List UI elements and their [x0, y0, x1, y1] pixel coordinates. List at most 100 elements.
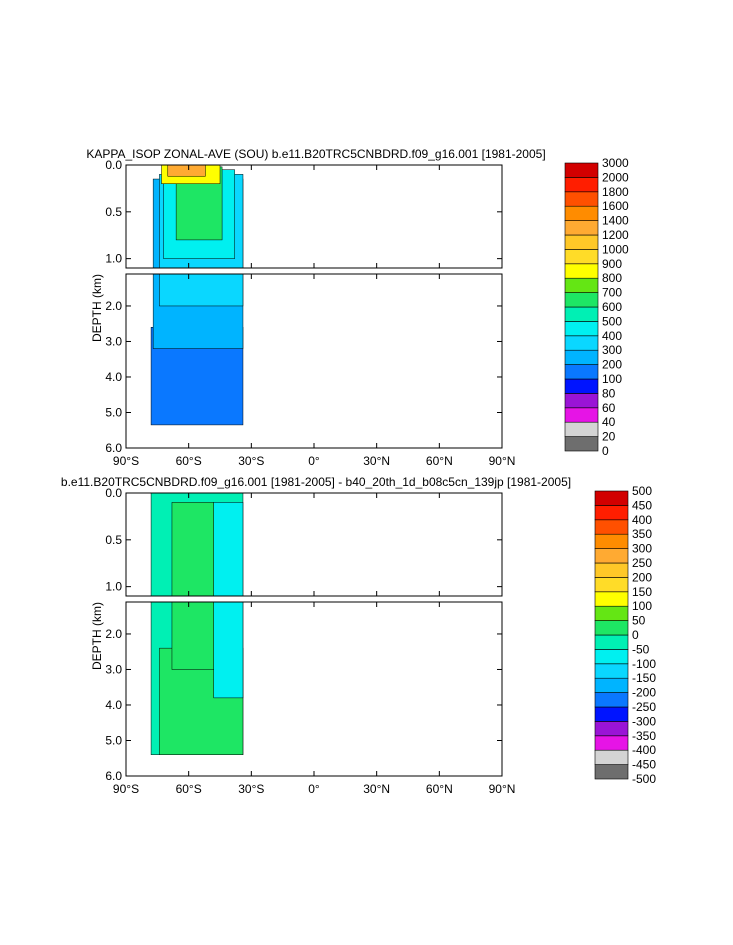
y-tick-label: 0.0: [105, 158, 122, 172]
colorbar-label: 100: [632, 599, 652, 613]
y-tick-label: 5.0: [105, 733, 122, 747]
y-tick-label: 3.0: [105, 334, 122, 348]
chart-title: KAPPA_ISOP ZONAL-AVE (SOU) b.e11.B20TRC5…: [86, 147, 545, 161]
colorbar-swatch: [564, 220, 599, 236]
colorbar-label: 1000: [602, 242, 629, 256]
colorbar-swatch: [594, 677, 629, 693]
colorbar-swatch: [564, 177, 599, 193]
colorbar-swatch: [564, 349, 599, 365]
y-tick-label: 2.0: [105, 299, 122, 313]
y-tick-label: 2.0: [105, 627, 122, 641]
colorbar-swatch: [564, 393, 599, 409]
colorbar-label: -50: [632, 642, 650, 656]
colorbar-swatch: [564, 364, 599, 380]
colorbar-swatch: [564, 407, 599, 423]
x-tick-label: 30°S: [238, 454, 264, 468]
colorbar-label: 0: [602, 444, 609, 458]
contour-region-400: [159, 274, 244, 307]
contour-region--50: [213, 602, 244, 699]
colorbar-label: -500: [632, 772, 656, 786]
y-tick-label: 6.0: [105, 769, 122, 783]
y-tick-label: 4.0: [105, 698, 122, 712]
colorbar-swatch: [594, 548, 629, 564]
colorbar-swatch: [594, 764, 629, 780]
colorbar-swatch: [564, 277, 599, 293]
colorbar-label: 400: [632, 513, 652, 527]
colorbar-label: -150: [632, 671, 656, 685]
colorbar-swatch: [594, 649, 629, 665]
colorbar-label: 200: [602, 358, 622, 372]
y-tick-label: 1.0: [105, 252, 122, 266]
x-tick-label: 60°N: [426, 782, 453, 796]
colorbar-swatch: [594, 562, 629, 578]
colorbar-swatch: [594, 605, 629, 621]
x-tick-label: 60°S: [176, 454, 202, 468]
chart-title: b.e11.B20TRC5CNBDRD.f09_g16.001 [1981-20…: [61, 475, 571, 489]
colorbar-label: 300: [602, 343, 622, 357]
colorbar-swatch: [594, 749, 629, 765]
colorbar-label: 450: [632, 498, 652, 512]
colorbar-swatch: [594, 692, 629, 708]
colorbar-label: 700: [602, 286, 622, 300]
colorbar-label: -200: [632, 686, 656, 700]
x-tick-label: 90°N: [489, 454, 516, 468]
colorbar-label: 350: [632, 527, 652, 541]
colorbar-swatch: [564, 378, 599, 394]
y-axis-label: DEPTH (km): [90, 602, 104, 670]
colorbar-swatch: [564, 421, 599, 437]
y-tick-label: 6.0: [105, 441, 122, 455]
y-tick-label: 0.5: [105, 533, 122, 547]
x-tick-label: 90°N: [489, 782, 516, 796]
colorbar-label: 200: [632, 570, 652, 584]
colorbar-swatch: [594, 490, 629, 506]
y-tick-label: 0.5: [105, 205, 122, 219]
colorbar-label: 800: [602, 271, 622, 285]
colorbar-swatch: [564, 249, 599, 265]
colorbar-label: 2000: [602, 170, 629, 184]
colorbar-label: 250: [632, 556, 652, 570]
colorbar-swatch: [594, 634, 629, 650]
colorbar-label: -100: [632, 657, 656, 671]
colorbar-label: 500: [632, 484, 652, 498]
x-tick-label: 60°N: [426, 454, 453, 468]
colorbar-label: 0: [632, 628, 639, 642]
colorbar-label: -450: [632, 758, 656, 772]
colorbar-label: 400: [602, 329, 622, 343]
colorbar-swatch: [564, 306, 599, 322]
colorbar-swatch: [594, 735, 629, 751]
colorbar-swatch: [564, 436, 599, 452]
colorbar-label: 40: [602, 415, 616, 429]
colorbar-label: -350: [632, 729, 656, 743]
chart-kappa-isop: KAPPA_ISOP ZONAL-AVE (SOU) b.e11.B20TRC5…: [86, 147, 629, 468]
contour-region-50: [171, 602, 214, 670]
x-tick-label: 30°N: [363, 454, 390, 468]
colorbar-label: -250: [632, 700, 656, 714]
colorbar-label: -400: [632, 743, 656, 757]
x-tick-label: 90°S: [113, 454, 139, 468]
y-axis-label: DEPTH (km): [90, 274, 104, 342]
y-tick-label: 0.0: [105, 486, 122, 500]
colorbar-label: 1400: [602, 214, 629, 228]
colorbar-swatch: [564, 162, 599, 178]
colorbar-swatch: [564, 321, 599, 337]
colorbar-label: 600: [602, 300, 622, 314]
colorbar-label: 1800: [602, 185, 629, 199]
colorbar-swatch: [594, 620, 629, 636]
colorbar-label: 60: [602, 401, 616, 415]
colorbar-swatch: [564, 335, 599, 351]
colorbar-swatch: [594, 505, 629, 521]
colorbar-label: 20: [602, 430, 616, 444]
colorbar-swatch: [564, 292, 599, 308]
x-tick-label: 0°: [308, 454, 320, 468]
x-tick-label: 30°N: [363, 782, 390, 796]
colorbar-label: -300: [632, 714, 656, 728]
colorbar-swatch: [564, 234, 599, 250]
x-tick-label: 90°S: [113, 782, 139, 796]
y-tick-label: 4.0: [105, 370, 122, 384]
colorbar-swatch: [564, 263, 599, 279]
colorbar-swatch: [594, 591, 629, 607]
colorbar-label: 80: [602, 386, 616, 400]
colorbar-swatch: [594, 533, 629, 549]
colorbar-label: 100: [602, 372, 622, 386]
colorbar-swatch: [594, 706, 629, 722]
